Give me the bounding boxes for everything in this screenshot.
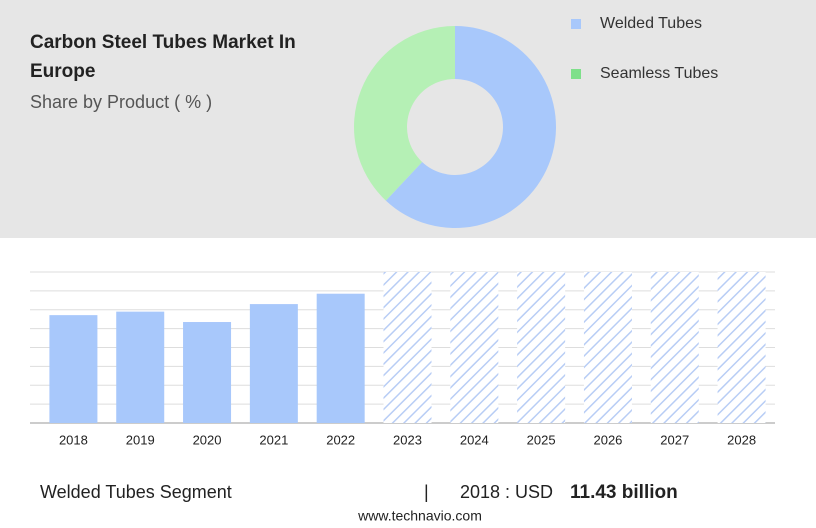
forecast-bar	[650, 272, 699, 423]
source: www.technavio.com	[357, 508, 482, 524]
donut-slice	[385, 26, 557, 228]
x-tick-label: 2020	[193, 432, 222, 447]
x-tick-label: 2023	[393, 432, 422, 447]
x-tick-label: 2025	[527, 432, 556, 447]
chart-subtitle: Share by Product ( % )	[30, 92, 212, 112]
forecast-bar	[583, 272, 632, 423]
donut-slice	[354, 25, 455, 201]
x-tick-label: 2028	[727, 432, 756, 447]
x-tick-label: 2021	[259, 432, 288, 447]
amount: 11.43 billion	[570, 482, 678, 503]
chart-title: Carbon Steel Tubes Market In Europe	[30, 32, 296, 82]
bar	[316, 293, 365, 423]
legend-swatch	[571, 69, 581, 79]
x-tick-label: 2018	[59, 432, 88, 447]
separator: |	[424, 482, 429, 502]
x-tick-label: 2024	[460, 432, 489, 447]
legend-label: Welded Tubes	[600, 15, 702, 32]
x-tick-label: 2027	[660, 432, 689, 447]
legend-label: Seamless Tubes	[600, 65, 718, 82]
forecast-bar	[717, 272, 766, 423]
segment-label: Welded Tubes Segment	[40, 482, 232, 502]
x-tick-label: 2026	[593, 432, 622, 447]
forecast-bar	[383, 272, 432, 423]
bar	[49, 315, 98, 423]
bar	[116, 311, 165, 423]
forecast-bar	[517, 272, 566, 423]
bar	[249, 304, 298, 423]
bar	[183, 322, 232, 423]
legend-swatch	[571, 19, 581, 29]
year-label: 2018 : USD	[460, 482, 553, 502]
x-tick-label: 2019	[126, 432, 155, 447]
forecast-bar	[450, 272, 499, 423]
x-tick-label: 2022	[326, 432, 355, 447]
